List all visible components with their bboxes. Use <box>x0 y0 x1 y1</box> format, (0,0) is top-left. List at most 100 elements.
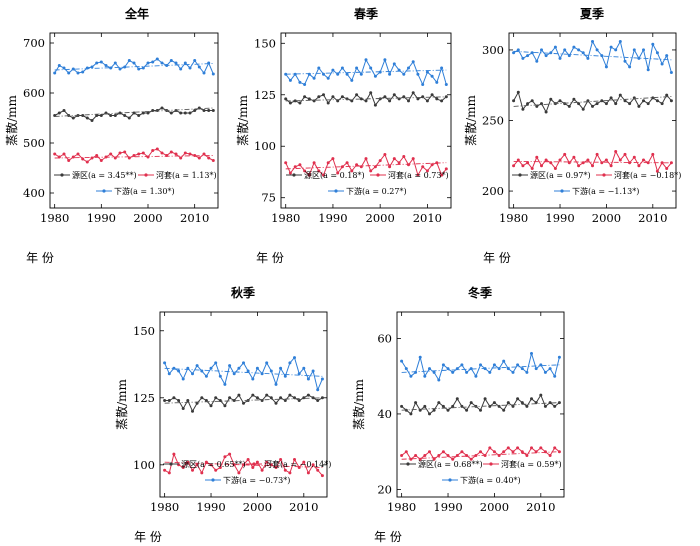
data-point <box>497 367 501 371</box>
legend-marker-down <box>334 189 338 193</box>
y-tick-label: 60 <box>377 331 392 345</box>
data-point <box>113 114 117 117</box>
data-point <box>223 382 227 386</box>
data-point <box>530 167 534 170</box>
data-point <box>591 40 594 43</box>
x-tick-label: 1980 <box>40 211 69 225</box>
data-point <box>163 361 167 365</box>
data-point <box>604 102 608 106</box>
data-point <box>400 454 404 457</box>
data-point <box>591 164 594 168</box>
data-point <box>373 165 377 169</box>
data-point <box>260 399 264 402</box>
data-point <box>665 54 669 58</box>
series-source <box>163 393 324 413</box>
data-point <box>232 372 236 376</box>
data-point <box>539 446 543 450</box>
data-point <box>669 99 673 103</box>
data-point <box>364 58 368 62</box>
data-point <box>530 352 533 355</box>
trend-line-down <box>164 367 323 377</box>
data-point <box>628 65 632 69</box>
data-point <box>283 399 287 402</box>
data-point <box>331 95 335 99</box>
data-point <box>141 111 145 115</box>
data-point <box>307 97 311 101</box>
trend-line-hetao <box>54 155 214 159</box>
data-point <box>331 157 335 161</box>
data-point <box>557 355 561 359</box>
data-point <box>428 367 431 371</box>
data-point <box>62 66 66 70</box>
data-point <box>581 107 585 111</box>
data-point <box>511 370 515 374</box>
data-point <box>440 66 444 70</box>
data-point <box>163 468 167 472</box>
data-point <box>609 96 613 100</box>
data-point <box>283 374 287 378</box>
data-point <box>421 165 425 169</box>
data-point <box>577 164 581 168</box>
data-point <box>435 97 439 101</box>
x-tick-label: 2000 <box>243 500 272 514</box>
data-point <box>57 64 61 67</box>
data-point <box>651 96 655 100</box>
data-point <box>388 99 392 103</box>
data-point <box>479 363 482 367</box>
data-point <box>502 450 506 454</box>
data-point <box>614 48 618 52</box>
data-point <box>557 401 561 405</box>
data-point <box>109 152 113 156</box>
data-point <box>388 72 392 76</box>
data-point <box>535 104 539 108</box>
data-point <box>604 158 608 162</box>
data-point <box>207 109 211 112</box>
data-point <box>506 367 510 371</box>
chart-annual: 全年 1980 1990 2000 2010 400 500 600 700 年 份 蒸散/mm 源区… <box>4 6 219 265</box>
data-point <box>340 165 344 169</box>
data-point <box>383 95 387 99</box>
series-source <box>284 91 448 107</box>
y-tick-label: 125 <box>133 391 155 405</box>
data-point <box>651 42 655 46</box>
chart-title: 春季 <box>353 6 379 21</box>
data-point <box>317 66 321 70</box>
data-point <box>553 167 557 170</box>
legend-marker-source <box>518 173 522 177</box>
data-point <box>548 401 552 405</box>
data-point <box>336 72 340 76</box>
y-axis-label: 蒸散/mm <box>351 378 366 429</box>
data-point <box>306 377 310 381</box>
data-point <box>172 452 176 456</box>
data-point <box>609 45 613 49</box>
data-point <box>169 150 173 154</box>
data-point <box>283 468 287 472</box>
trend-line-hetao <box>164 461 323 468</box>
data-point <box>288 171 292 175</box>
data-point <box>99 159 103 162</box>
x-tick-label: 1980 <box>387 500 416 514</box>
data-point <box>167 372 171 376</box>
data-point <box>553 404 557 408</box>
data-point <box>526 102 530 106</box>
series-source <box>512 90 673 114</box>
data-point <box>85 116 89 120</box>
data-point <box>437 454 441 457</box>
y-tick-label: 700 <box>23 36 45 50</box>
data-point <box>669 161 673 165</box>
data-point <box>520 401 524 405</box>
legend-label-hetao: 河套(a = 0.73*) <box>388 170 449 180</box>
data-point <box>651 152 655 156</box>
x-tick-label: 1990 <box>433 500 462 514</box>
data-point <box>591 104 594 108</box>
data-point <box>516 446 520 450</box>
x-tick-label: 1990 <box>545 211 574 225</box>
data-point <box>269 369 273 373</box>
data-point <box>600 99 604 103</box>
data-point <box>435 80 439 84</box>
legend-marker-hetao <box>252 462 256 466</box>
data-point <box>423 374 427 378</box>
x-tick-label: 2000 <box>133 211 162 225</box>
data-point <box>521 164 525 168</box>
data-point <box>155 57 159 61</box>
